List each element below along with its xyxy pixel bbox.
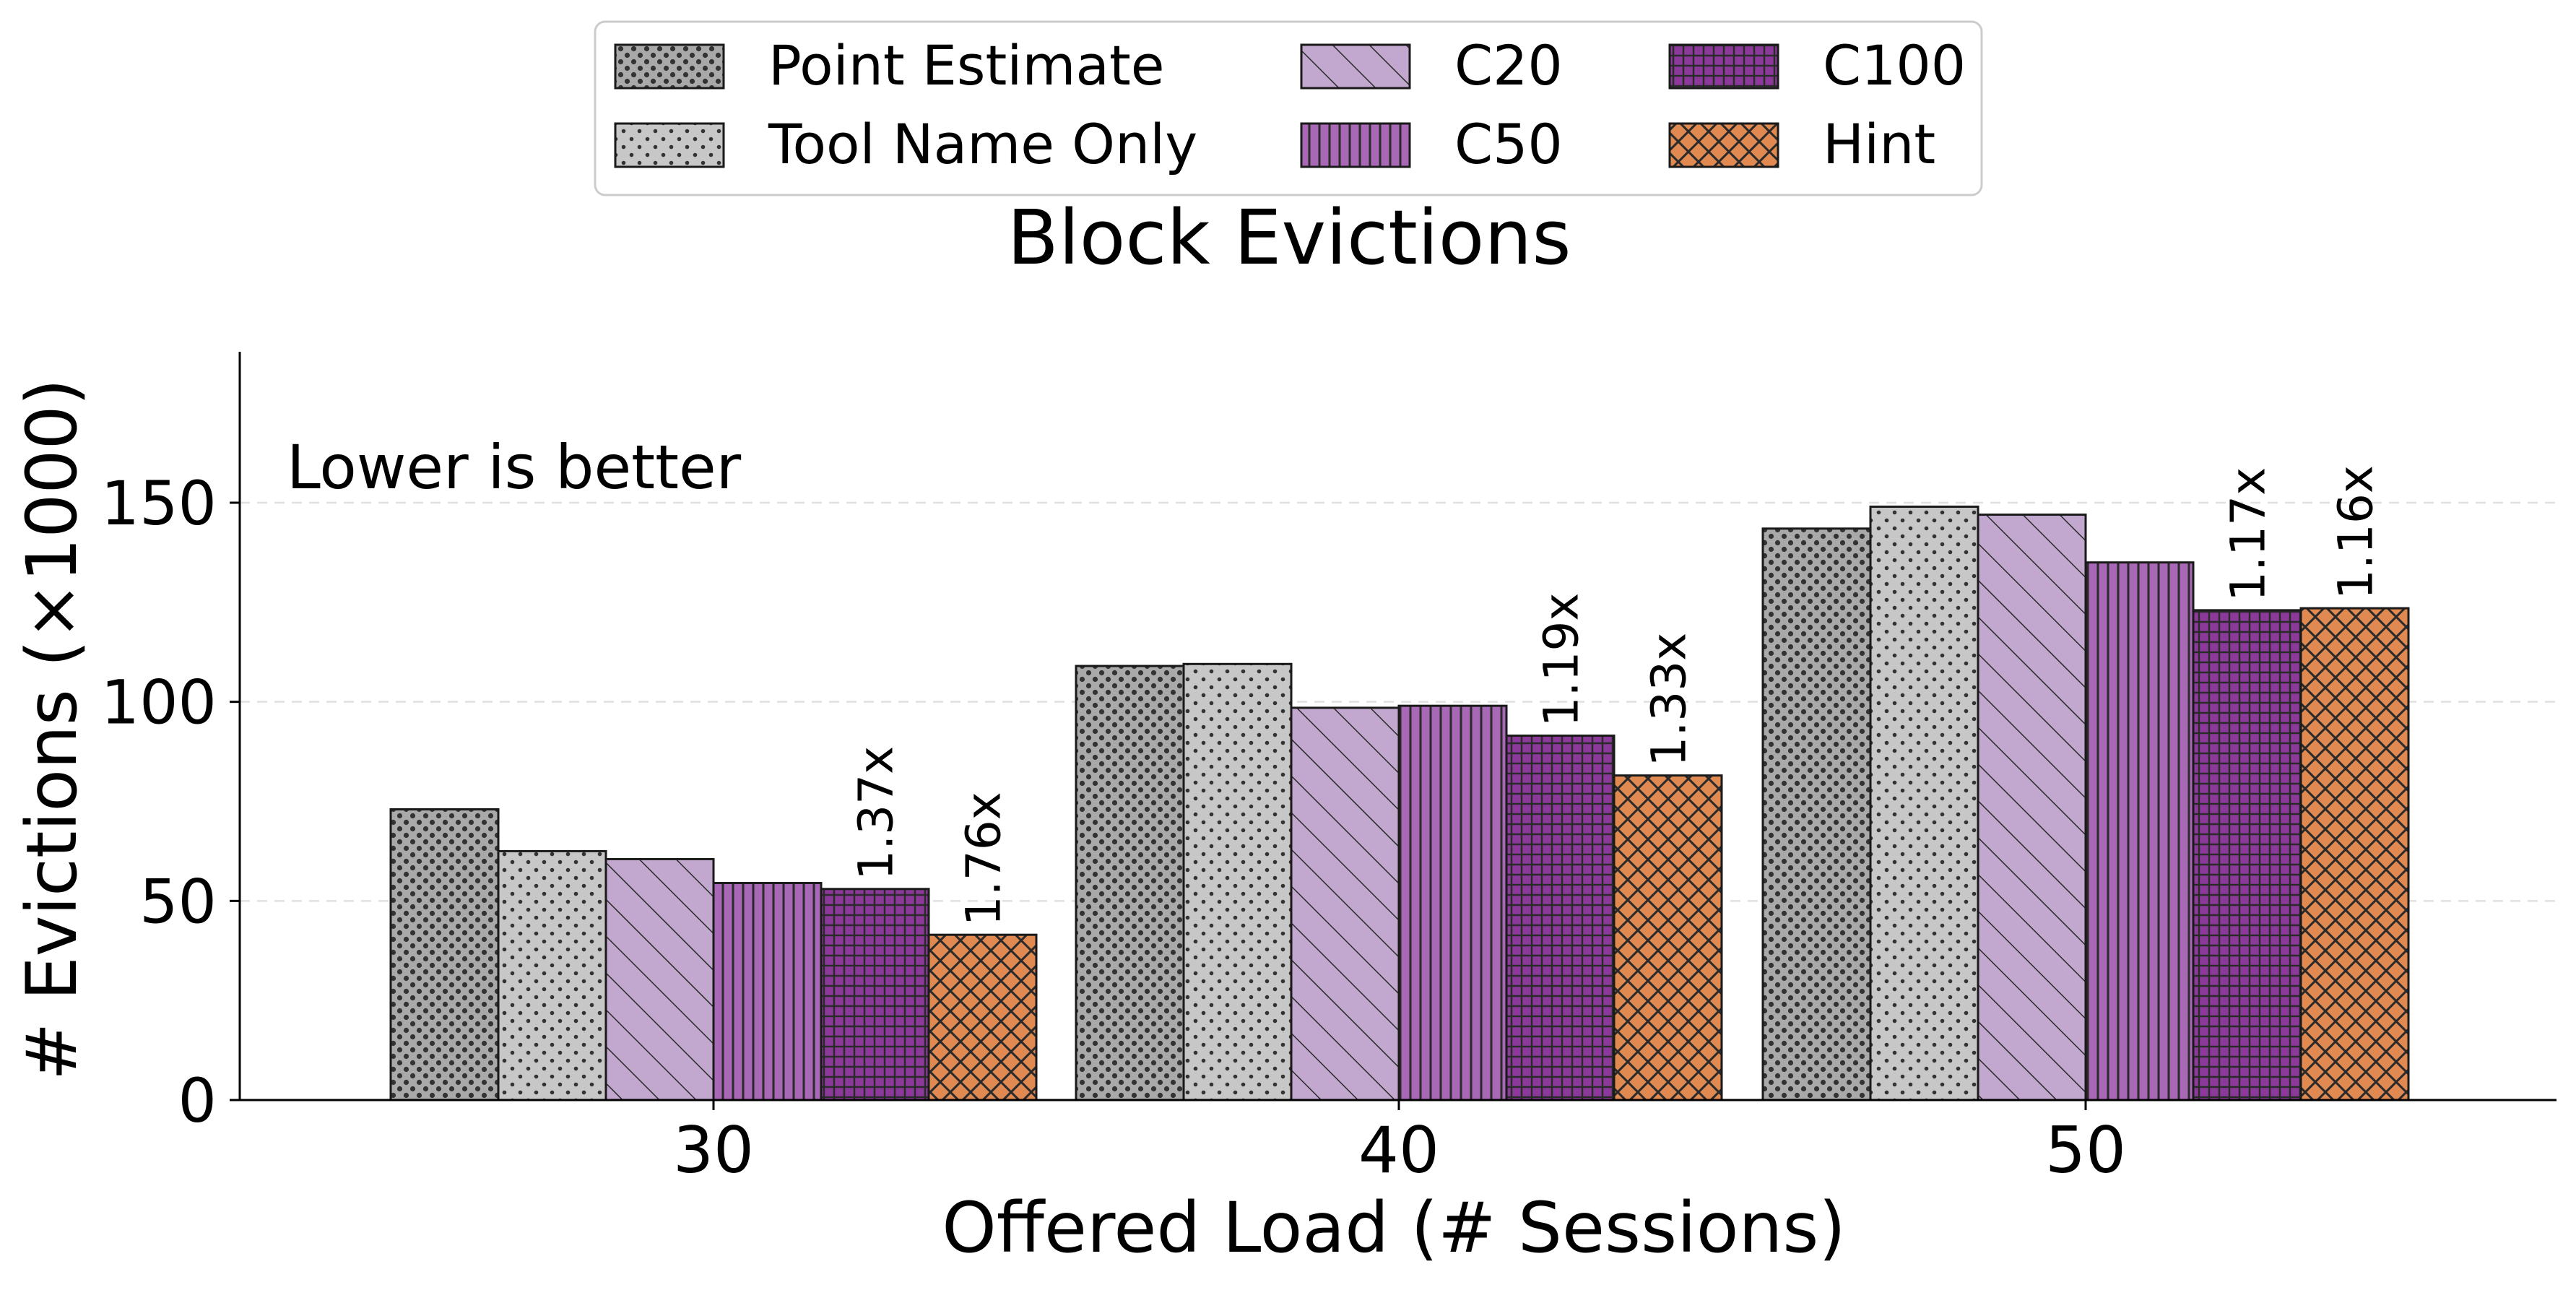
y-tick-label: 100 [101, 667, 217, 738]
bar-c20-40 [1290, 706, 1400, 1101]
legend-swatch-point-estimate [614, 43, 725, 90]
bar-label-hint-50: 1.16x [2328, 465, 2384, 599]
bar-point-estimate-40 [1075, 665, 1185, 1101]
y-tick-label: 0 [178, 1065, 217, 1136]
bar-point-estimate-30 [389, 808, 500, 1101]
bar-hint-50 [2299, 607, 2410, 1101]
legend-label-c50: C50 [1454, 112, 1563, 176]
bar-label-c100-30: 1.37x [849, 746, 904, 880]
x-tick-label: 50 [2045, 1113, 2126, 1187]
x-tick-label: 30 [673, 1113, 754, 1187]
bar-c20-30 [604, 857, 715, 1101]
bar-labels: 1.37x 1.76x 1.19x 1.33x 1.17x 1.16x [849, 465, 2384, 926]
y-tick-label: 50 [139, 866, 217, 937]
legend-swatch-tool-name-only [614, 122, 725, 168]
bar-label-c100-50: 1.17x [2221, 467, 2276, 602]
legend-swatch-c100 [1668, 43, 1779, 90]
bar-c20-50 [1977, 514, 2087, 1101]
bar-tool-name-only-40 [1182, 662, 1293, 1101]
x-tick-label: 40 [1358, 1113, 1439, 1187]
lower-is-better-annotation: Lower is better [287, 432, 742, 503]
bar-c50-30 [712, 882, 823, 1101]
legend-label-tool-name-only: Tool Name Only [768, 112, 1197, 176]
legend: Point Estimate Tool Name Only C20 C50 C100 Hi… [594, 20, 1983, 196]
legend-swatch-c20 [1300, 43, 1411, 90]
chart-title: Block Evictions [1007, 194, 1571, 282]
bar-c100-40 [1505, 735, 1616, 1101]
y-ticks: 0 50 100 150 [101, 468, 240, 1136]
bar-c50-40 [1397, 704, 1508, 1101]
legend-frame [594, 20, 1983, 196]
bar-label-c100-40: 1.19x [1534, 593, 1590, 727]
bar-c100-30 [820, 888, 930, 1101]
bars [389, 506, 2410, 1101]
bar-c100-50 [2192, 609, 2302, 1101]
bar-label-hint-30: 1.76x [956, 792, 1012, 926]
legend-label-hint: Hint [1823, 112, 1935, 176]
bar-point-estimate-50 [1761, 527, 1872, 1101]
bar-label-hint-40: 1.33x [1642, 633, 1697, 767]
legend-label-point-estimate: Point Estimate [768, 33, 1165, 98]
y-axis-label: # Evictions (×1000) [12, 378, 92, 1081]
legend-swatch-c50 [1300, 122, 1411, 168]
legend-label-c20: C20 [1454, 33, 1563, 98]
bar-tool-name-only-30 [497, 849, 607, 1101]
bar-tool-name-only-50 [1869, 506, 1979, 1101]
x-axis-label: Offered Load (# Sessions) [942, 1187, 1846, 1268]
bar-hint-40 [1613, 774, 1723, 1101]
legend-label-c100: C100 [1823, 33, 1966, 98]
bar-c50-50 [2084, 561, 2195, 1101]
x-ticks: 30 40 50 [673, 1100, 2126, 1187]
bar-hint-30 [927, 933, 1038, 1101]
legend-swatch-hint [1668, 122, 1779, 168]
y-tick-label: 150 [101, 468, 217, 539]
